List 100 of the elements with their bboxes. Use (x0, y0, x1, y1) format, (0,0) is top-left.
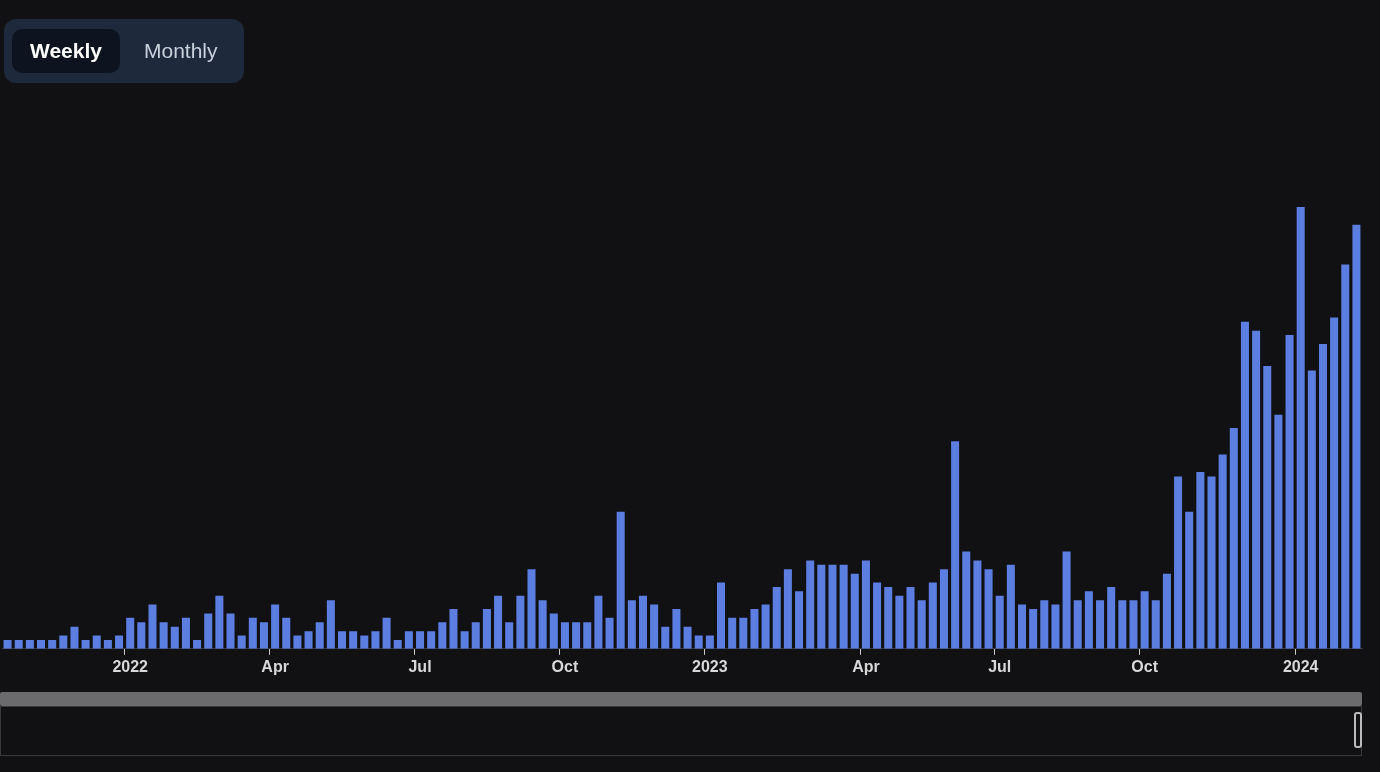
bar (583, 622, 592, 649)
bar (460, 631, 469, 649)
x-tick-label: 2022 (112, 657, 149, 675)
bar (1062, 551, 1071, 649)
bar (984, 569, 993, 649)
bar (371, 631, 380, 649)
x-tick-label: 2023 (692, 657, 728, 675)
bar (527, 569, 536, 649)
bar (861, 560, 870, 649)
x-tick-label: Apr (261, 657, 289, 675)
bar (873, 582, 882, 649)
bar (259, 622, 268, 649)
bar (761, 604, 770, 649)
bar (471, 622, 480, 649)
bar (204, 613, 213, 649)
bar (3, 639, 12, 649)
bar (806, 560, 815, 649)
bar (14, 639, 23, 649)
bar (1073, 600, 1082, 649)
bar (1196, 472, 1205, 649)
bar (37, 639, 46, 649)
bar (750, 609, 759, 649)
bar (126, 617, 135, 649)
bar (928, 582, 937, 649)
bar (416, 631, 425, 649)
bar (1274, 414, 1283, 649)
bar (193, 639, 202, 649)
bar (360, 635, 369, 649)
bar (683, 626, 692, 649)
bar (995, 595, 1004, 649)
bar (48, 639, 57, 649)
x-tick-label: Jul (988, 657, 1012, 675)
bar (1229, 427, 1238, 649)
bar (650, 604, 659, 649)
x-tick-label: Oct (1131, 657, 1159, 675)
bar (92, 635, 101, 649)
bar (728, 617, 737, 649)
bar (326, 600, 335, 649)
bar (1118, 600, 1127, 649)
bar (1051, 604, 1060, 649)
bar (772, 586, 781, 649)
bar (1307, 370, 1316, 649)
bar (1341, 264, 1350, 649)
bar (25, 639, 34, 649)
x-tick-label: 2024 (1282, 657, 1319, 675)
bar (705, 635, 714, 649)
bar (1263, 366, 1272, 649)
bar (137, 622, 146, 649)
bar (594, 595, 603, 649)
bar (237, 635, 246, 649)
bar (1174, 476, 1183, 649)
bar (271, 604, 280, 649)
bar (839, 564, 848, 649)
bar (226, 613, 235, 649)
bar (572, 622, 581, 649)
bar (895, 595, 904, 649)
bar (951, 441, 960, 649)
bar (1096, 600, 1105, 649)
bar (282, 617, 291, 649)
bar (828, 564, 837, 649)
bar (1084, 591, 1093, 649)
bar (627, 600, 636, 649)
bar (739, 617, 748, 649)
bar (1240, 321, 1249, 649)
bar (315, 622, 324, 649)
bar (1207, 476, 1216, 649)
bar (81, 639, 90, 649)
bar (917, 600, 926, 649)
bar (906, 586, 915, 649)
bar (817, 564, 826, 649)
text: Weekly (12, 29, 120, 73)
bar (1107, 586, 1116, 649)
bar (248, 617, 257, 649)
bar (1285, 335, 1294, 649)
bar (672, 609, 681, 649)
bar (560, 622, 569, 649)
bar (427, 631, 436, 649)
bar (215, 595, 224, 649)
bar (148, 604, 157, 649)
x-tick-label: Oct (551, 657, 579, 675)
bar (1162, 573, 1171, 649)
bar (1129, 600, 1138, 649)
bar (1006, 564, 1015, 649)
text: Monthly (143, 38, 219, 64)
bar (1218, 454, 1227, 649)
bar (59, 635, 68, 649)
bar (70, 626, 79, 649)
bar (337, 631, 347, 649)
bar (661, 626, 670, 649)
bar (159, 622, 168, 649)
bar (1352, 224, 1361, 649)
bar (494, 595, 503, 649)
bar (482, 609, 491, 649)
bar (304, 631, 313, 649)
bar (1017, 604, 1027, 649)
bar (382, 617, 391, 649)
bar (1040, 600, 1049, 649)
bar (962, 551, 971, 649)
bar (1029, 609, 1038, 649)
bar (1252, 330, 1261, 649)
